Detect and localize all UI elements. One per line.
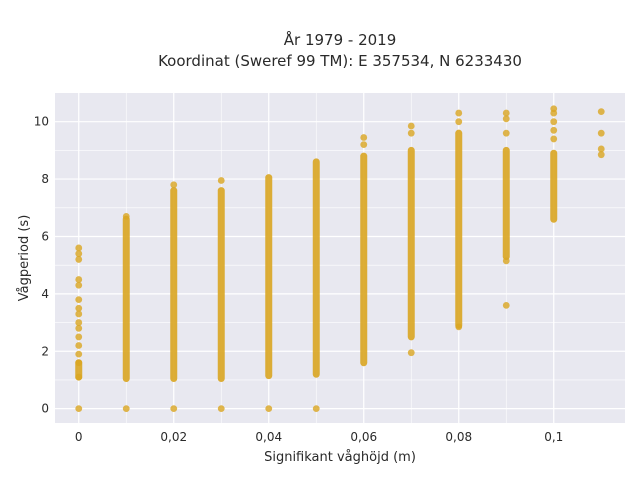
y-tick-label: 6	[41, 229, 49, 243]
data-point	[550, 126, 558, 134]
data-point-cluster	[75, 359, 83, 381]
x-tick-label: 0	[75, 430, 83, 444]
data-point-cluster	[502, 146, 510, 261]
x-tick-label: 0,04	[255, 430, 282, 444]
data-point	[75, 310, 83, 318]
y-tick-label: 10	[34, 115, 49, 129]
data-point	[407, 129, 415, 137]
data-point	[407, 349, 415, 357]
data-point-cluster	[407, 146, 415, 341]
data-point	[265, 405, 273, 413]
x-tick-label: 0,02	[160, 430, 187, 444]
y-axis-label: Vågperiod (s)	[17, 215, 32, 302]
data-point	[217, 177, 225, 184]
y-tick-label: 4	[41, 287, 49, 301]
data-point	[597, 108, 605, 116]
y-tick-label: 2	[41, 344, 49, 358]
data-point-cluster	[550, 149, 558, 223]
data-points	[75, 105, 605, 413]
data-point-cluster	[122, 215, 130, 383]
x-axis-label: Signifikant våghöjd (m)	[264, 450, 416, 465]
y-tick-label: 0	[41, 402, 49, 416]
data-point	[75, 405, 83, 413]
data-point	[360, 141, 368, 149]
data-point	[75, 324, 83, 332]
data-point	[360, 134, 368, 141]
data-point-cluster	[312, 158, 320, 378]
x-tick-label: 0,08	[445, 430, 472, 444]
data-point	[75, 342, 83, 349]
data-point	[75, 256, 83, 263]
chart-title-line1: År 1979 - 2019	[284, 30, 397, 49]
data-point	[502, 109, 510, 117]
data-point	[122, 405, 130, 413]
plot-area	[55, 93, 625, 423]
data-point-cluster	[217, 187, 225, 383]
data-point	[502, 301, 510, 309]
data-point	[455, 118, 463, 126]
data-point	[75, 333, 83, 341]
data-point	[217, 405, 225, 413]
data-point	[75, 296, 83, 304]
data-point-cluster	[360, 152, 368, 367]
x-tick-label: 0,1	[544, 430, 563, 444]
data-point	[550, 118, 558, 126]
y-tick-label: 8	[41, 172, 49, 186]
data-point	[75, 304, 83, 312]
data-point	[597, 145, 605, 153]
data-point	[75, 281, 83, 289]
data-point	[597, 151, 605, 159]
axis-ticks: 0 0,02 0,04 0,06 0,08 0,1 0 2 4 6 8 10	[34, 115, 564, 444]
data-point	[407, 122, 415, 130]
data-point	[75, 319, 83, 326]
data-point-cluster	[265, 174, 273, 380]
data-point	[312, 405, 320, 413]
data-point	[75, 250, 83, 258]
data-point	[502, 129, 510, 137]
data-point	[75, 350, 83, 358]
data-point	[550, 105, 558, 113]
data-point	[550, 135, 558, 143]
x-tick-label: 0,06	[350, 430, 377, 444]
data-point	[170, 405, 178, 413]
data-point	[502, 115, 510, 123]
data-point	[170, 181, 178, 189]
data-point-cluster	[455, 129, 463, 329]
data-point	[455, 109, 463, 117]
chart-title-line2: Koordinat (Sweref 99 TM): E 357534, N 62…	[158, 52, 522, 70]
data-point	[597, 129, 605, 137]
data-point	[75, 276, 83, 283]
data-point	[75, 244, 83, 252]
data-point-cluster	[170, 187, 178, 383]
